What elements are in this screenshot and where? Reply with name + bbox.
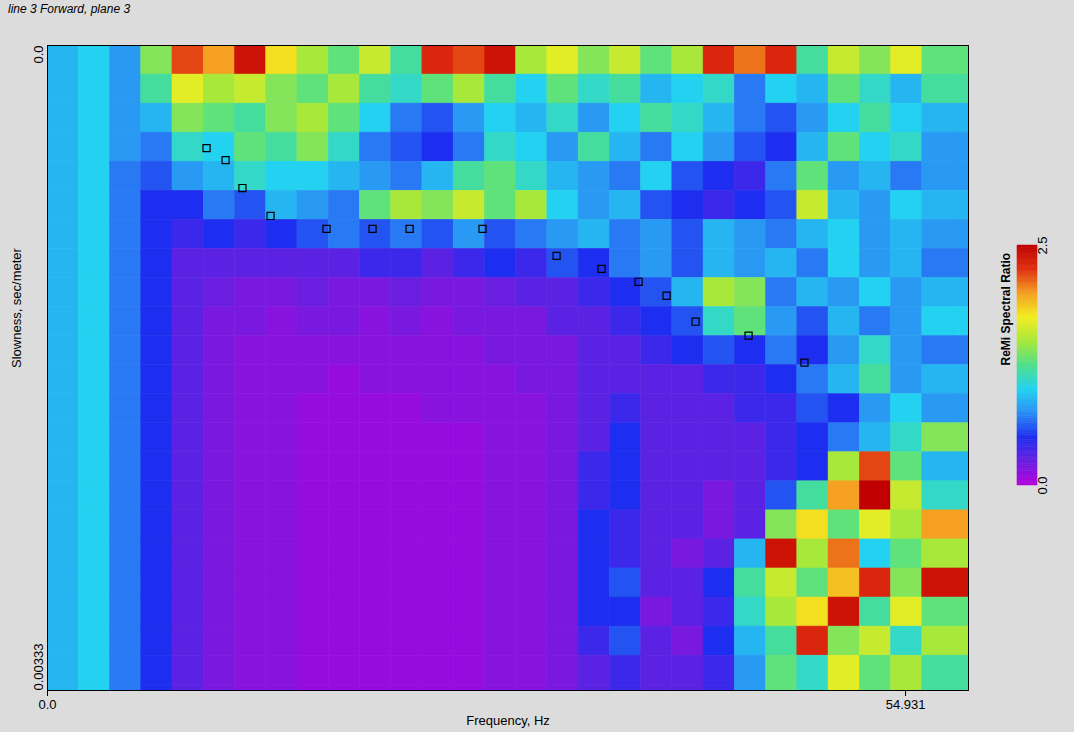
svg-text:0.0: 0.0 bbox=[38, 697, 56, 712]
svg-text:Frequency, Hz: Frequency, Hz bbox=[466, 713, 550, 728]
svg-text:54.931: 54.931 bbox=[886, 697, 926, 712]
svg-text:0.00333: 0.00333 bbox=[31, 644, 46, 691]
svg-text:Slowness, sec/meter: Slowness, sec/meter bbox=[9, 247, 24, 368]
svg-text:2.5: 2.5 bbox=[1034, 236, 1050, 255]
svg-text:0.0: 0.0 bbox=[31, 46, 46, 64]
html-text:line 3 Forward, plane 3: line 3 Forward, plane 3 bbox=[8, 2, 131, 16]
svg-text:0.0: 0.0 bbox=[1034, 476, 1050, 495]
svg-text:ReMi Spectral Ratio: ReMi Spectral Ratio bbox=[999, 253, 1013, 366]
